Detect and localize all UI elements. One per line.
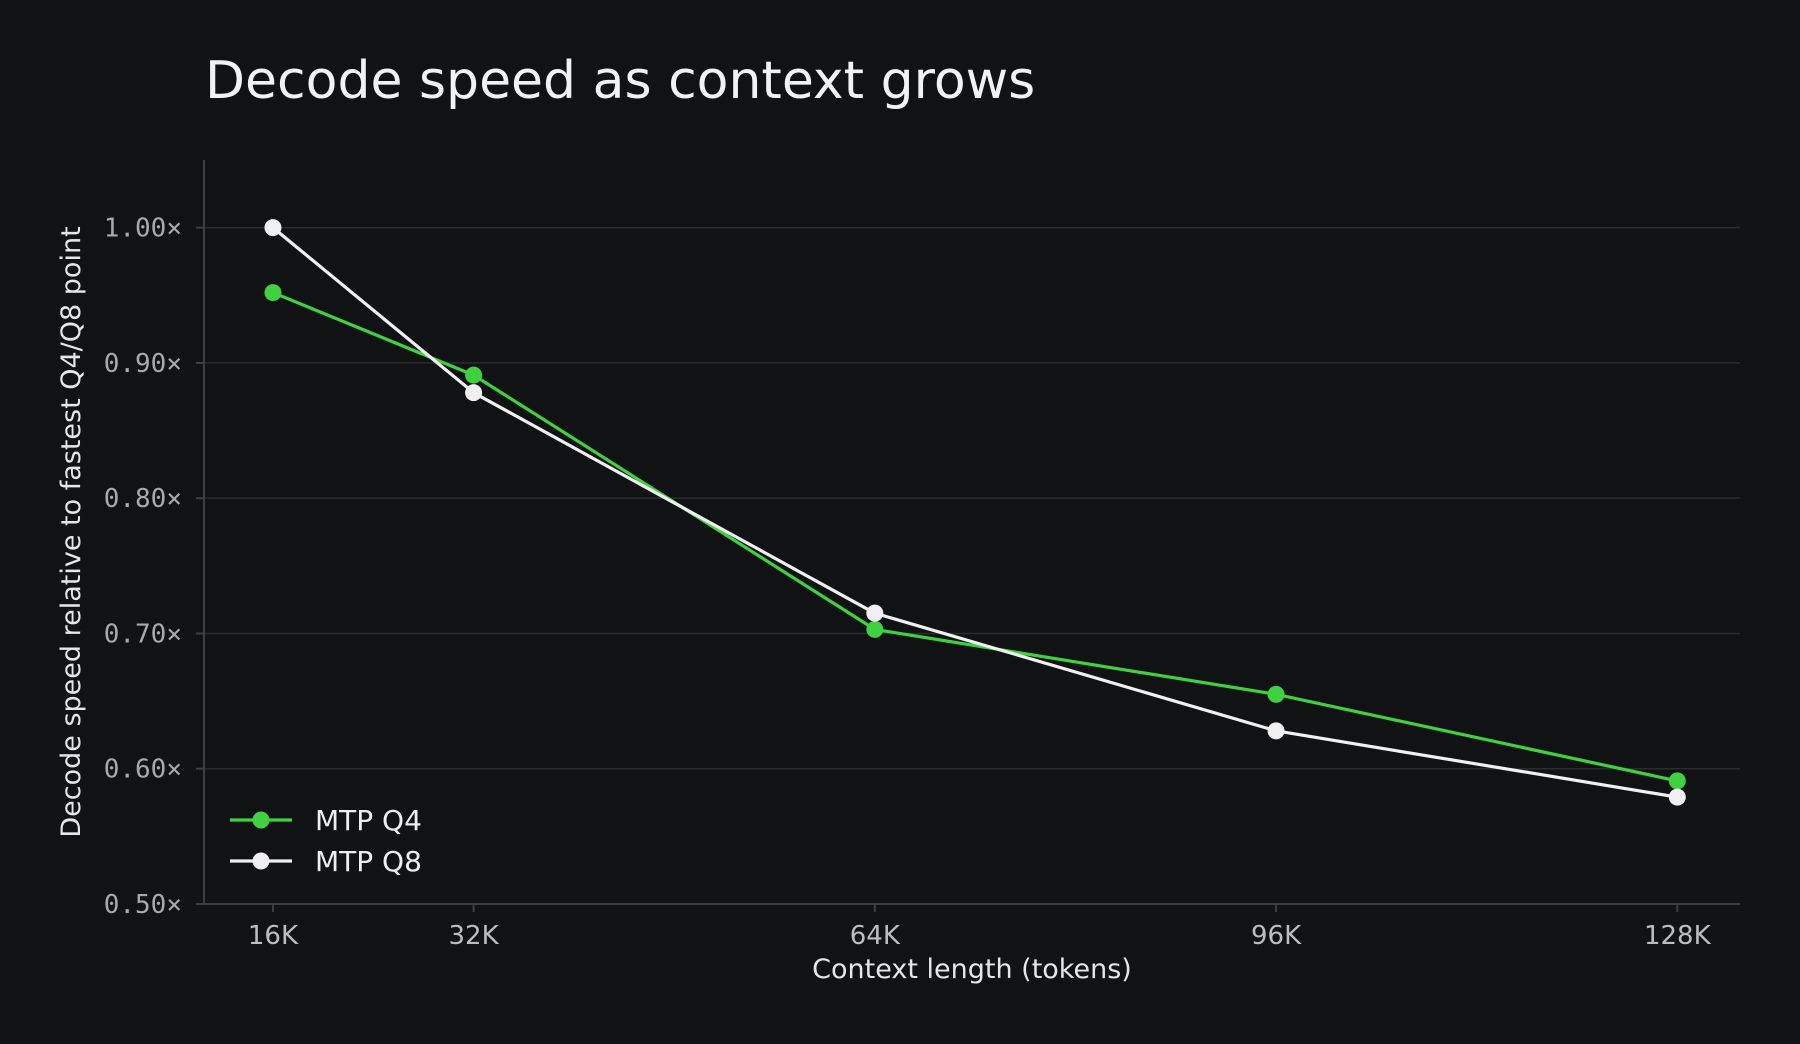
y-axis-label: Decode speed relative to fastest Q4/Q8 p…: [56, 226, 87, 837]
data-point: [1668, 788, 1686, 806]
data-point: [866, 620, 884, 638]
data-point: [1668, 772, 1686, 790]
y-tick-label: 1.00×: [104, 214, 182, 244]
legend-label: MTP Q4: [315, 804, 422, 837]
data-point: [1267, 685, 1285, 703]
series-2: [264, 219, 1686, 806]
gridlines: [204, 226, 1740, 770]
y-tick-label: 0.90×: [104, 349, 182, 379]
legend-item: MTP Q4: [230, 804, 422, 837]
legend-item: MTP Q8: [230, 845, 422, 878]
data-point: [465, 384, 483, 402]
data-point: [264, 284, 282, 302]
x-tick-label: 128K: [1644, 921, 1712, 951]
legend-marker: [252, 811, 270, 829]
data-point: [1267, 722, 1285, 740]
chart-title: Decode speed as context grows: [205, 51, 1035, 111]
data-point: [465, 366, 483, 384]
y-tick-label: 0.60×: [104, 755, 182, 785]
series: [264, 219, 1686, 806]
data-point: [866, 604, 884, 622]
legend: MTP Q4 MTP Q8: [230, 804, 422, 878]
series-line: [272, 291, 1678, 783]
data-point: [264, 219, 282, 237]
x-tick-label: 64K: [850, 921, 901, 951]
x-tick-label: 32K: [449, 921, 500, 951]
axes: [196, 160, 1740, 912]
x-tick-label: 96K: [1251, 921, 1302, 951]
series-1: [264, 284, 1686, 790]
series-line: [271, 226, 1678, 799]
x-tick-label: 16K: [248, 921, 299, 951]
y-tick-label: 0.70×: [104, 619, 182, 649]
legend-marker: [252, 852, 270, 870]
x-axis-label: Context length (tokens): [812, 954, 1132, 985]
y-tick-label: 0.50×: [104, 890, 182, 920]
y-tick-label: 0.80×: [104, 484, 182, 514]
tick-labels: 0.50× 0.60× 0.70× 0.80× 0.90× 1.00× 16K 32K 64K 9…: [104, 214, 1712, 951]
legend-label: MTP Q8: [315, 845, 422, 878]
